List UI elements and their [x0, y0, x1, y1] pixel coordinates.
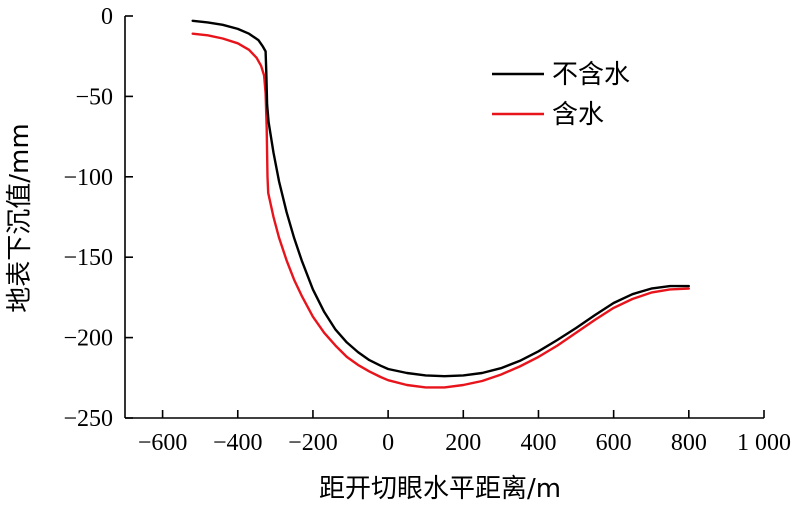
x-tick-label: −400 — [213, 430, 263, 456]
x-axis: −600 −400 −200 0 200 400 600 800 1 000 — [125, 410, 791, 456]
x-tick-label: −200 — [288, 430, 338, 456]
y-tick-label: −150 — [63, 245, 113, 271]
y-axis-title: 地表下沉值/mm — [5, 123, 35, 312]
y-tick-label: 0 — [101, 4, 113, 30]
y-tick-label: −200 — [63, 326, 113, 352]
y-tick-label: −250 — [63, 406, 113, 432]
x-axis-title: 距开切眼水平距离/m — [319, 474, 561, 504]
series-line-1 — [191, 19, 690, 378]
x-tick-label: 1 000 — [737, 430, 791, 456]
x-tick-label: 400 — [520, 430, 556, 456]
x-tick-label: 600 — [596, 430, 632, 456]
y-tick-label: −100 — [63, 165, 113, 191]
plot-area — [191, 19, 690, 389]
x-tick-label: 0 — [382, 430, 394, 456]
legend-label-1: 不含水 — [552, 60, 630, 90]
x-tick-label: 800 — [671, 430, 707, 456]
x-tick-label: 200 — [445, 430, 481, 456]
series-line-2 — [191, 32, 690, 389]
y-tick-label: −50 — [75, 84, 113, 110]
x-tick-label: −600 — [138, 430, 188, 456]
y-axis: 0 −50 −100 −150 −200 −250 — [63, 4, 133, 432]
legend-label-2: 含水 — [552, 100, 604, 130]
